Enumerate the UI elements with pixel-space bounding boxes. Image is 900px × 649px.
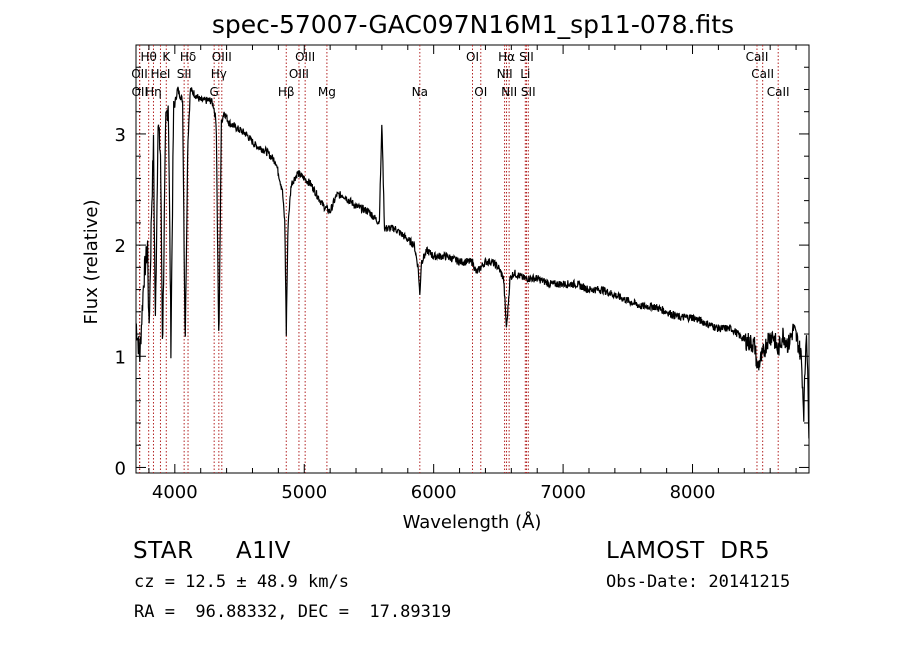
coordinates: RA = 96.88332, DEC = 17.89319: [134, 602, 452, 622]
line-label: CaII: [751, 67, 774, 81]
line-label: HeI: [150, 67, 170, 81]
line-labels: Hθ K Hδ OIII OIII OI Hα SII CaII OII HeI SII Hγ OIII N…: [131, 50, 789, 99]
line-label: OI: [474, 85, 487, 99]
observation-date: Obs-Date: 20141215: [606, 572, 791, 592]
line-markers: [138, 45, 779, 473]
line-label: OI: [466, 50, 479, 64]
survey-name: LAMOST DR5: [606, 538, 771, 564]
y-axis-label: Flux (relative): [81, 199, 102, 324]
y-tick-label: 0: [115, 458, 126, 479]
y-tick-label: 3: [115, 125, 126, 146]
line-label: Hγ: [211, 67, 227, 81]
y-tick-label: 1: [115, 347, 126, 368]
line-label: Mg: [318, 85, 336, 99]
axes: 4000 5000 6000 7000 8000 0 1 2 3: [115, 45, 809, 503]
line-label: OII: [131, 85, 148, 99]
line-label: Hδ: [180, 50, 196, 64]
line-label: K: [162, 50, 171, 64]
line-label: OIII: [289, 67, 309, 81]
line-label: Li: [520, 67, 530, 81]
redshift-velocity: cz = 12.5 ± 48.9 km/s: [134, 572, 349, 592]
object-class: STAR: [133, 538, 194, 564]
line-label: Hθ: [140, 50, 156, 64]
y-tick-label: 2: [115, 236, 126, 257]
line-label: Hβ: [278, 85, 295, 99]
x-tick-label: 6000: [411, 482, 457, 503]
x-tick-label: 7000: [540, 482, 586, 503]
line-label: SII: [177, 67, 192, 81]
x-axis-label: Wavelength (Å): [403, 511, 542, 533]
line-label: SII: [521, 85, 536, 99]
line-label: NII: [497, 67, 513, 81]
line-label: G: [210, 85, 219, 99]
x-tick-label: 5000: [281, 482, 327, 503]
line-label: Hη: [145, 85, 162, 99]
spectrum-line: [135, 86, 810, 439]
x-tick-label: 4000: [152, 482, 198, 503]
line-label: OIII: [212, 50, 232, 64]
line-label: NII: [501, 85, 517, 99]
chart-title: spec-57007-GAC097N16M1_sp11-078.fits: [212, 10, 734, 39]
object-subclass: A1IV: [236, 538, 291, 564]
line-label: OII: [131, 67, 148, 81]
line-label: OIII: [295, 50, 315, 64]
line-label: CaII: [767, 85, 790, 99]
line-label: CaII: [746, 50, 769, 64]
line-label: SII: [519, 50, 534, 64]
line-label: Hα: [498, 50, 515, 64]
line-label: Na: [412, 85, 428, 99]
x-tick-label: 8000: [670, 482, 716, 503]
